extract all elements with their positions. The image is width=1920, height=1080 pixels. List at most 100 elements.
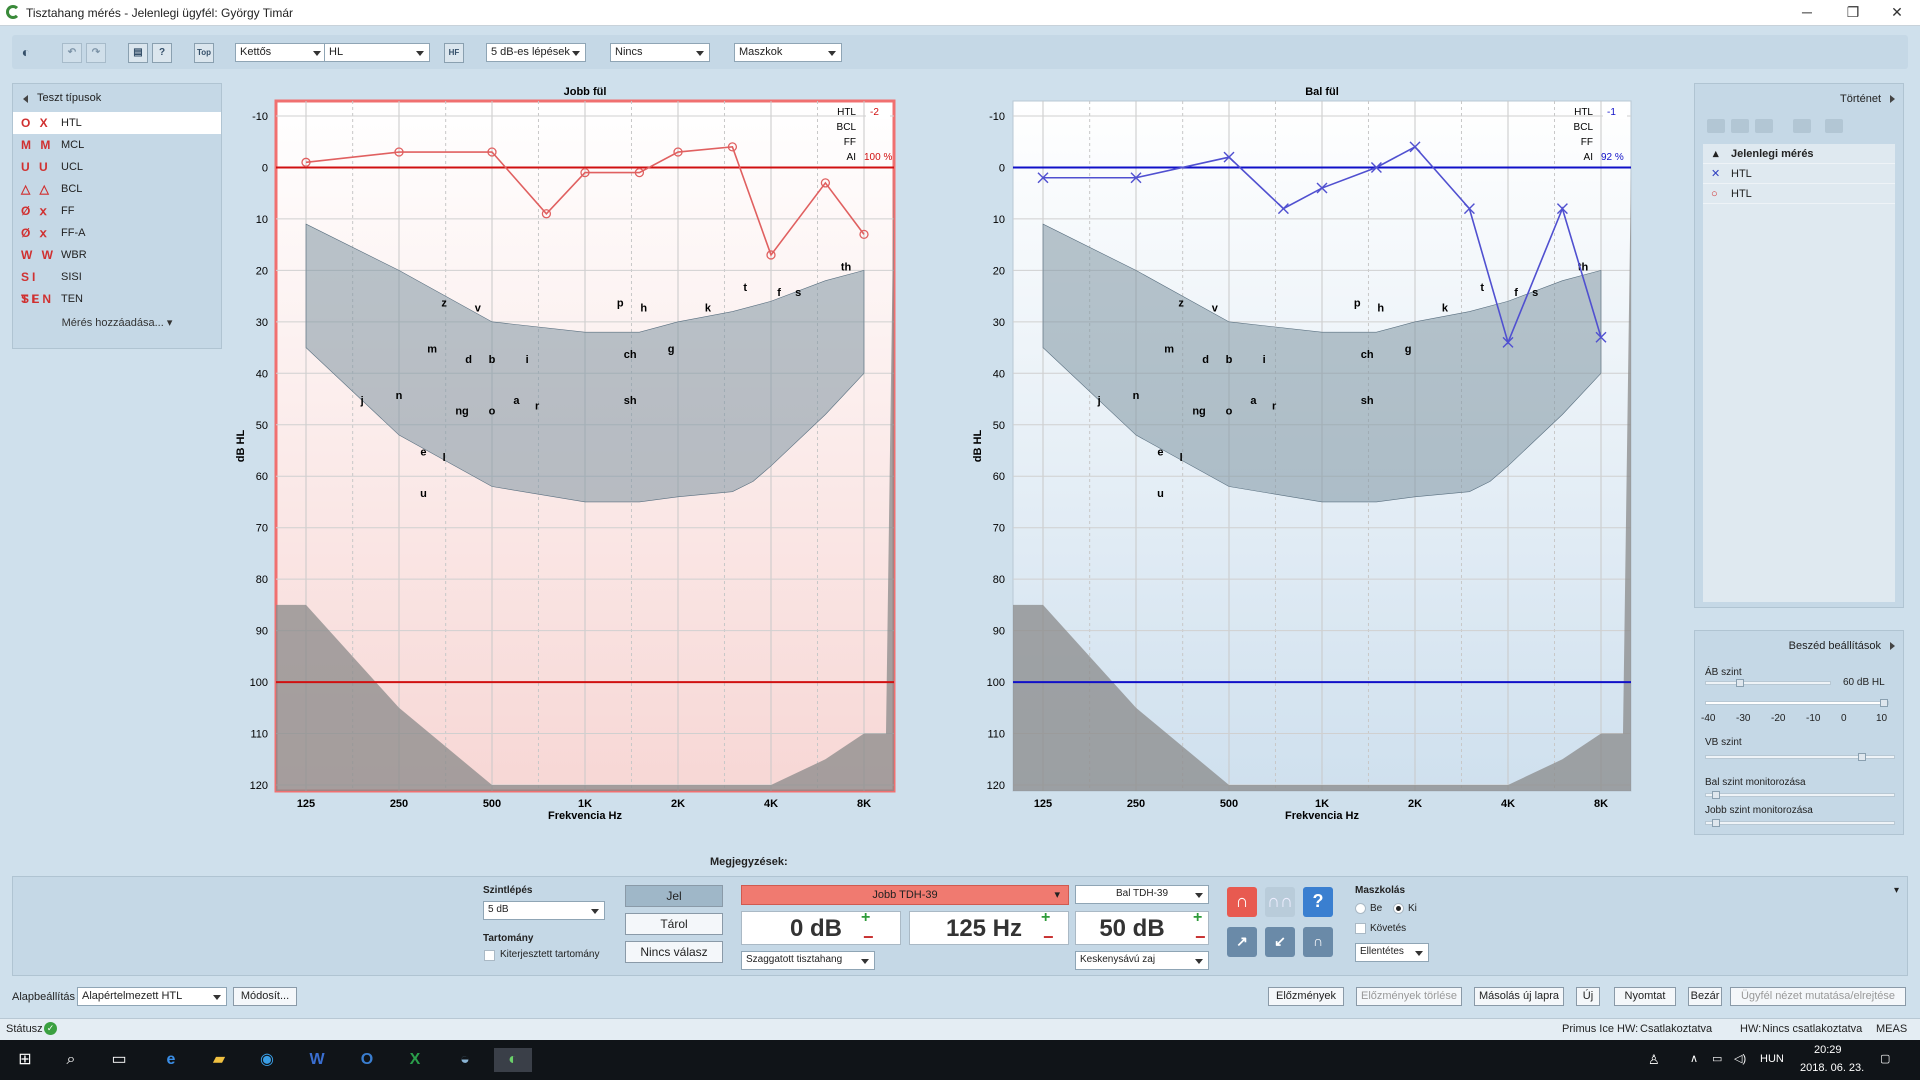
no-response-button[interactable]: Nincs válasz: [625, 941, 723, 963]
test-type-mcl[interactable]: M M MCL: [13, 134, 221, 156]
help-question-icon[interactable]: ?: [1303, 887, 1333, 917]
htl-point[interactable]: [487, 147, 497, 157]
test-type-ucl[interactable]: U U UCL: [13, 156, 221, 178]
step-select[interactable]: 5 dB-es lépések: [486, 43, 586, 62]
htl-point[interactable]: [1130, 172, 1142, 184]
htl-point[interactable]: [1223, 151, 1235, 163]
help-icon[interactable]: ?: [152, 43, 172, 63]
undo-icon[interactable]: ↶: [62, 43, 82, 63]
search-icon[interactable]: ⌕: [66, 1051, 76, 1068]
otosuite-icon[interactable]: ◐: [494, 1048, 532, 1072]
excel-icon[interactable]: X: [409, 1051, 421, 1068]
test-type-ten[interactable]: TEN TEN: [13, 288, 221, 310]
htl-point[interactable]: [634, 167, 645, 178]
left-transducer-select[interactable]: Bal TDH-39: [1075, 885, 1209, 904]
hf-icon[interactable]: HF: [444, 43, 464, 63]
app-icon[interactable]: ◒: [460, 1051, 470, 1068]
left-monitor-slider[interactable]: [1705, 791, 1895, 799]
windows-start-icon[interactable]: ⊞: [18, 1051, 32, 1068]
option-button[interactable]: Másolás új lapra: [1474, 987, 1564, 1006]
htl-point[interactable]: [1277, 203, 1289, 215]
ab-range-slider[interactable]: [1705, 699, 1889, 707]
notifications-icon[interactable]: ▢: [1880, 1053, 1891, 1065]
delete-icon[interactable]: [1825, 119, 1843, 133]
collapse-icon[interactable]: ▾: [1893, 885, 1899, 896]
speech-settings-header[interactable]: Beszéd beállítások: [1695, 631, 1903, 661]
extended-range-checkbox[interactable]: [484, 950, 495, 961]
word-icon[interactable]: W: [309, 1051, 325, 1068]
test-type-sisi[interactable]: SI SI SISI: [13, 266, 221, 306]
htl-point[interactable]: [541, 209, 552, 219]
language-indicator[interactable]: HUN: [1760, 1053, 1784, 1065]
option-button[interactable]: Előzmények törlése: [1356, 987, 1462, 1006]
option-button[interactable]: Nyomtat: [1614, 987, 1676, 1006]
htl-point[interactable]: [766, 250, 776, 260]
arrow-down-left-icon[interactable]: ↙: [1265, 927, 1295, 957]
history-row[interactable]: ✕ HTL: [1703, 164, 1895, 184]
volume-icon[interactable]: ◁): [1734, 1053, 1747, 1065]
vb-level-slider[interactable]: [1705, 753, 1895, 761]
right-level-minus-icon[interactable]: −: [863, 927, 874, 947]
close-button[interactable]: ✕: [1891, 4, 1903, 20]
option-button[interactable]: Ügyfél nézet mutatása/elrejtése: [1730, 987, 1906, 1006]
htl-point[interactable]: [1409, 141, 1421, 153]
clock-date[interactable]: 2018. 06. 23.: [1800, 1062, 1865, 1074]
htl-point[interactable]: [301, 157, 311, 167]
folder-icon[interactable]: ▰: [212, 1051, 226, 1068]
htl-point[interactable]: [1463, 203, 1475, 215]
signal-button[interactable]: Jel: [625, 885, 723, 907]
left-level-field[interactable]: [1075, 911, 1209, 945]
right-transducer-select[interactable]: Jobb TDH-39 ▾: [741, 885, 1069, 905]
htl-point[interactable]: [1037, 172, 1049, 184]
history-tool-icon[interactable]: [1707, 119, 1725, 133]
option-button[interactable]: Előzmények: [1268, 987, 1344, 1006]
ear-mode-select[interactable]: Kettős: [235, 43, 327, 62]
test-type-wbr[interactable]: W W WBR: [13, 244, 221, 266]
mode-icon[interactable]: ◐: [21, 44, 31, 60]
print-icon[interactable]: ▤: [128, 43, 148, 63]
redo-icon[interactable]: ↷: [86, 43, 106, 63]
scale-select[interactable]: HL: [324, 43, 430, 62]
opposite-select[interactable]: Ellentétes: [1355, 943, 1429, 962]
none-select[interactable]: Nincs: [610, 43, 710, 62]
htl-point[interactable]: [1556, 203, 1568, 215]
htl-point[interactable]: [580, 167, 590, 178]
htl-point[interactable]: [394, 147, 404, 157]
history-tool-icon[interactable]: [1793, 119, 1811, 133]
right-level-plus-icon[interactable]: +: [861, 909, 871, 926]
minimize-button[interactable]: ─: [1802, 4, 1812, 20]
headphones-icon[interactable]: ∩: [1303, 927, 1333, 957]
outlook-icon[interactable]: O: [360, 1051, 374, 1068]
task-view-icon[interactable]: ▭: [111, 1051, 127, 1068]
test-type-htl[interactable]: O X HTL: [13, 112, 221, 134]
test-type-ff-a[interactable]: Ø ⅹ FF-A: [13, 222, 221, 244]
modify-button[interactable]: Módosít...: [233, 987, 297, 1006]
right-ear-icon[interactable]: ∩: [1227, 887, 1257, 917]
follow-checkbox[interactable]: [1355, 923, 1366, 934]
frequency-minus-icon[interactable]: −: [1043, 927, 1054, 947]
option-button[interactable]: Új: [1576, 987, 1600, 1006]
htl-point[interactable]: [727, 142, 738, 152]
right-level-field[interactable]: [741, 911, 901, 945]
both-ears-icon[interactable]: ∩∩: [1265, 887, 1295, 917]
history-tool-icon[interactable]: [1755, 119, 1773, 133]
masks-select[interactable]: Maszkok: [734, 43, 842, 62]
history-header[interactable]: Történet: [1695, 84, 1903, 114]
test-type-ff[interactable]: Ø ⅹ FF: [13, 200, 221, 222]
history-group[interactable]: ▴ Jelenlegi mérés: [1703, 144, 1895, 164]
step-select[interactable]: 5 dB: [483, 901, 605, 920]
htl-point[interactable]: [1502, 336, 1514, 348]
default-select[interactable]: Alapértelmezett HTL: [77, 987, 227, 1006]
htl-point[interactable]: [859, 229, 869, 240]
history-tool-icon[interactable]: [1731, 119, 1749, 133]
add-measurement-button[interactable]: Mérés hozzáadása... ▾: [61, 317, 173, 329]
edge-icon[interactable]: e: [166, 1051, 176, 1068]
clock-time[interactable]: 20:29: [1814, 1044, 1842, 1056]
left-level-minus-icon[interactable]: −: [1195, 927, 1206, 947]
htl-point[interactable]: [1316, 182, 1328, 194]
tray-chevron-icon[interactable]: ∧: [1690, 1053, 1699, 1065]
htl-point[interactable]: [1595, 331, 1607, 343]
masking-off-radio[interactable]: [1393, 903, 1404, 914]
arrow-up-right-icon[interactable]: ↗: [1227, 927, 1257, 957]
top-icon[interactable]: Top: [194, 43, 214, 63]
